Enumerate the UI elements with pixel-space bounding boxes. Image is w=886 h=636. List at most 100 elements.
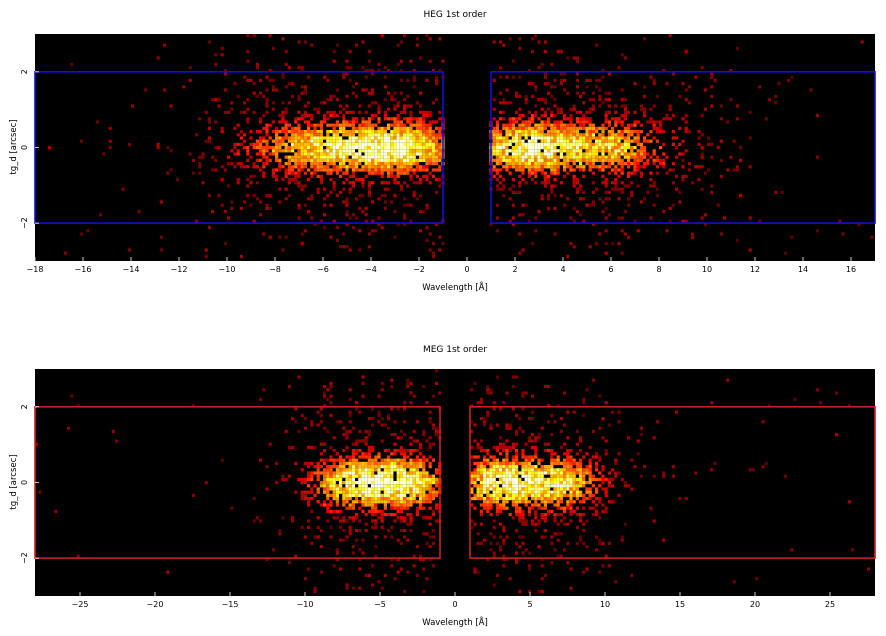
heg-heat-cell (332, 184, 336, 188)
heg-heat-cell (601, 142, 605, 146)
heg-heat-cell (265, 130, 269, 134)
heg-heat-cell (604, 242, 608, 246)
heg-heat-cell (617, 152, 621, 156)
heg-heat-cell (351, 162, 355, 166)
heg-heat-cell (355, 146, 359, 150)
heg-heat-cell (351, 181, 355, 185)
meg-heat-cell (332, 465, 336, 469)
heg-heat-cell (559, 194, 563, 198)
meg-heat-cell (547, 493, 551, 497)
heg-heat-cell (307, 133, 311, 137)
heg-heat-cell (649, 117, 653, 121)
heg-heat-cell (361, 117, 365, 121)
heg-heat-cell (406, 142, 410, 146)
heg-heat-cell (358, 162, 362, 166)
meg-heat-cell (489, 541, 493, 545)
meg-heat-cell (489, 423, 493, 427)
heg-heat-cell (649, 130, 653, 134)
heg-heat-cell (614, 152, 618, 156)
meg-heat-cell (543, 513, 547, 517)
heg-heat-cell (620, 168, 624, 172)
heg-heat-cell (633, 146, 637, 150)
meg-heat-cell (431, 541, 435, 545)
heg-heat-cell (246, 98, 250, 102)
meg-heat-cell (515, 561, 519, 565)
heg-heat-cell (351, 123, 355, 127)
heg-heat-cell (575, 85, 579, 89)
heg-heat-cell (607, 197, 611, 201)
heg-heat-cell (518, 168, 522, 172)
heg-heat-cell (735, 46, 739, 50)
heg-heat-cell (287, 162, 291, 166)
heg-heat-cell (495, 158, 499, 162)
heg-heat-cell (259, 168, 263, 172)
heg-heat-cell (326, 98, 330, 102)
heg-heat-cell (367, 69, 371, 73)
heg-heat-cell (316, 155, 320, 159)
heg-heat-cell (518, 46, 522, 50)
meg-heat-cell (534, 487, 538, 491)
heg-heat-cell (393, 155, 397, 159)
heg-heat-cell (287, 194, 291, 198)
heg-heat-cell (425, 152, 429, 156)
heg-heat-cell (492, 146, 496, 150)
meg-heat-cell (566, 506, 570, 510)
heg-heat-cell (505, 133, 509, 137)
meg-heat-cell (505, 557, 509, 561)
heg-heat-cell (668, 117, 672, 121)
heg-heat-cell (601, 146, 605, 150)
meg-heat-cell (553, 474, 557, 478)
meg-heat-cell (319, 471, 323, 475)
heg-heat-cell (719, 117, 723, 121)
heg-heat-cell (595, 242, 599, 246)
heg-heat-cell (399, 110, 403, 114)
meg-heat-cell (489, 426, 493, 430)
heg-heat-cell (431, 139, 435, 143)
heg-heat-cell (492, 136, 496, 140)
heg-heat-cell (249, 130, 253, 134)
heg-heat-cell (310, 194, 314, 198)
heg-heat-cell (323, 203, 327, 207)
heg-heat-cell (588, 152, 592, 156)
heg-heat-cell (614, 146, 618, 150)
meg-heat-cell (537, 490, 541, 494)
heg-heat-cell (342, 120, 346, 124)
meg-heat-cell (358, 519, 362, 523)
meg-heat-cell (326, 509, 330, 513)
heg-heat-cell (575, 130, 579, 134)
heg-heat-cell (287, 171, 291, 175)
heg-heat-cell (511, 190, 515, 194)
heg-heat-cell (671, 114, 675, 118)
heg-heat-cell (406, 158, 410, 162)
heg-heat-cell (297, 110, 301, 114)
meg-heat-cell (524, 391, 528, 395)
meg-heat-cell (383, 477, 387, 481)
meg-heat-cell (355, 471, 359, 475)
heg-heat-cell (707, 136, 711, 140)
meg-heat-cell (585, 490, 589, 494)
heg-heat-cell (511, 184, 515, 188)
meg-heat-cell (367, 471, 371, 475)
heg-heat-cell (601, 168, 605, 172)
meg-heat-cell (511, 481, 515, 485)
meg-heat-cell (390, 506, 394, 510)
heg-heat-cell (556, 133, 560, 137)
meg-heat-cell (364, 452, 368, 456)
heg-heat-cell (380, 126, 384, 130)
meg-heat-cell (332, 493, 336, 497)
heg-heat-cell (502, 165, 506, 169)
meg-heat-cell (409, 436, 413, 440)
meg-heat-cell (499, 509, 503, 513)
heg-heat-cell (675, 146, 679, 150)
heg-heat-cell (358, 126, 362, 130)
heg-heat-cell (435, 139, 439, 143)
meg-heat-cell (415, 477, 419, 481)
heg-heat-cell (524, 146, 528, 150)
meg-heat-cell (601, 465, 605, 469)
heg-heat-cell (403, 222, 407, 226)
meg-heat-cell (435, 481, 439, 485)
meg-heat-cell (675, 410, 679, 414)
heg-heat-cell (627, 139, 631, 143)
heg-heat-cell (569, 107, 573, 111)
heg-heat-cell (543, 174, 547, 178)
